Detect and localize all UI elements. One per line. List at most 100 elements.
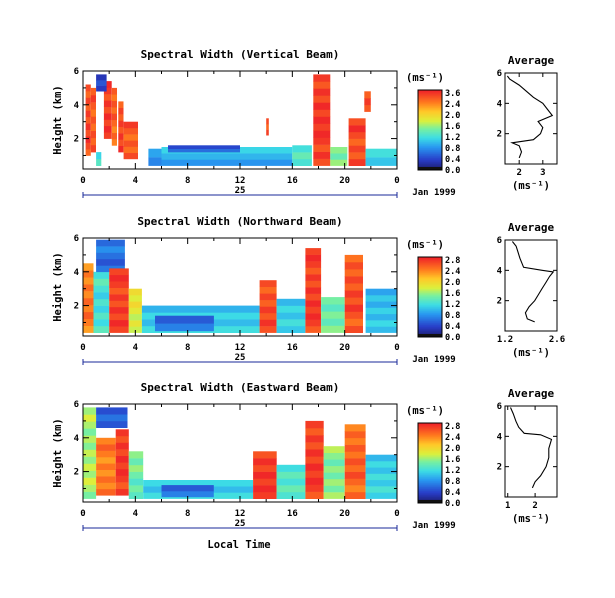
heatmap-cell bbox=[83, 442, 97, 450]
heatmap-cell bbox=[344, 471, 366, 479]
heatmap-cell bbox=[292, 145, 312, 153]
heatmap-cell bbox=[90, 87, 96, 96]
heatmap-cell bbox=[85, 136, 91, 143]
heatmap-cell bbox=[128, 288, 142, 296]
heatmap-cell bbox=[365, 288, 397, 296]
colorbar-segment bbox=[418, 477, 442, 480]
heatmap-cell bbox=[96, 74, 107, 81]
heatmap-cell bbox=[313, 88, 331, 96]
heatmap-cell bbox=[365, 454, 397, 462]
average-profile-line bbox=[509, 407, 553, 489]
x-tick-label: 16 bbox=[287, 176, 298, 186]
heatmap-cell bbox=[118, 126, 124, 134]
x-tick-label: 0 bbox=[394, 509, 399, 519]
heatmap-cell bbox=[93, 292, 110, 300]
y-tick-label: 2 bbox=[74, 302, 79, 312]
colorbar-segment bbox=[418, 289, 442, 292]
average-x-tick-label: 2 bbox=[516, 168, 521, 178]
x-tick-label: 12 bbox=[235, 343, 246, 353]
heatmap-cell bbox=[83, 477, 97, 485]
heatmap-cell bbox=[93, 285, 110, 293]
heatmap-cell bbox=[161, 159, 293, 166]
heatmap-cell bbox=[83, 407, 97, 415]
heatmap-cell bbox=[128, 313, 142, 321]
heatmap-cell bbox=[276, 485, 306, 493]
heatmap-cell bbox=[85, 149, 91, 156]
heatmap-cell bbox=[83, 311, 94, 319]
heatmap-cell bbox=[103, 93, 112, 101]
heatmap-cell bbox=[259, 306, 277, 314]
colorbar-segment bbox=[418, 277, 442, 280]
heatmap-cell bbox=[128, 485, 144, 493]
heatmap-cell bbox=[313, 137, 331, 145]
colorbar-segment bbox=[418, 150, 442, 153]
colorbar-tick-label: 2.4 bbox=[445, 267, 460, 277]
heatmap-cell bbox=[85, 142, 91, 150]
average-y-tick-label: 6 bbox=[497, 402, 502, 412]
heatmap-cell bbox=[344, 283, 363, 291]
panel-title: Spectral Width (Eastward Beam) bbox=[141, 381, 340, 394]
heatmap-cell bbox=[90, 137, 96, 146]
heatmap-cell bbox=[96, 407, 128, 415]
heatmap-cell bbox=[109, 281, 129, 288]
heatmap-cell bbox=[348, 152, 366, 160]
colorbar-segment bbox=[418, 291, 442, 294]
colorbar-segment bbox=[418, 152, 442, 155]
average-y-tick-label: 2 bbox=[497, 463, 502, 473]
heatmap-cell bbox=[83, 325, 94, 333]
colorbar-segment bbox=[418, 445, 442, 448]
heatmap-cell bbox=[344, 478, 366, 486]
colorbar-segment bbox=[418, 100, 442, 103]
heatmap-cell bbox=[128, 458, 144, 466]
heatmap-cells bbox=[85, 74, 397, 166]
heatmap-cell bbox=[323, 465, 345, 473]
colorbar-segment bbox=[418, 167, 442, 170]
heatmap-cell bbox=[93, 319, 110, 327]
colorbar-segment bbox=[418, 94, 442, 97]
colorbar-segment bbox=[418, 116, 442, 119]
heatmap-cell bbox=[321, 311, 345, 319]
heatmap-cell bbox=[96, 488, 116, 496]
heatmap-cell bbox=[83, 449, 97, 457]
heatmap-cell bbox=[111, 87, 117, 95]
heatmap-cell bbox=[118, 139, 124, 146]
heatmap-cell bbox=[292, 152, 312, 160]
heatmap-cell bbox=[155, 323, 214, 332]
heatmap-cell bbox=[253, 471, 277, 479]
colorbar-segment bbox=[418, 485, 442, 488]
y-tick-label: 6 bbox=[74, 67, 79, 77]
panel-2: Spectral Width (Northward Beam)0 4 8 12 16 20… bbox=[52, 215, 565, 365]
heatmap-cell bbox=[115, 475, 129, 483]
colorbar-segment bbox=[418, 299, 442, 302]
colorbar-tick-label: 2.4 bbox=[445, 100, 460, 110]
colorbar-segment bbox=[418, 461, 442, 464]
colorbar-segment bbox=[418, 261, 442, 264]
x-tick-label: 8 bbox=[185, 176, 190, 186]
heatmap-cell bbox=[128, 491, 144, 499]
colorbar-segment bbox=[418, 297, 442, 300]
heatmap-cell bbox=[344, 437, 366, 445]
heatmap-cell bbox=[344, 318, 363, 326]
heatmap-cell bbox=[123, 146, 138, 153]
heatmap-cell bbox=[253, 478, 277, 486]
heatmap-cell bbox=[103, 119, 112, 127]
x-tick-label: 20 bbox=[339, 343, 350, 353]
average-plot: Average 2 4 6 1.2 2.6 (ms⁻¹) bbox=[497, 221, 566, 359]
heatmap-cell bbox=[330, 147, 348, 154]
x-tick-label: 16 bbox=[287, 343, 298, 353]
heatmap-cell bbox=[348, 125, 366, 133]
heatmap-cell bbox=[111, 100, 117, 108]
heatmap-cell bbox=[83, 277, 94, 285]
heatmap-cell bbox=[96, 463, 116, 470]
colorbar-segment bbox=[418, 447, 442, 450]
average-profile-line bbox=[511, 241, 555, 323]
colorbar: 2.82.42.01.61.20.80.40.0 bbox=[417, 256, 460, 343]
heatmap-cell bbox=[111, 107, 117, 114]
colorbar-frame bbox=[417, 256, 443, 338]
heatmap-cell bbox=[313, 109, 331, 117]
heatmap-cell bbox=[90, 123, 96, 131]
heatmap-cell bbox=[161, 491, 214, 498]
heatmap-cell bbox=[313, 158, 331, 166]
x-tick-label: 0 bbox=[80, 343, 85, 353]
